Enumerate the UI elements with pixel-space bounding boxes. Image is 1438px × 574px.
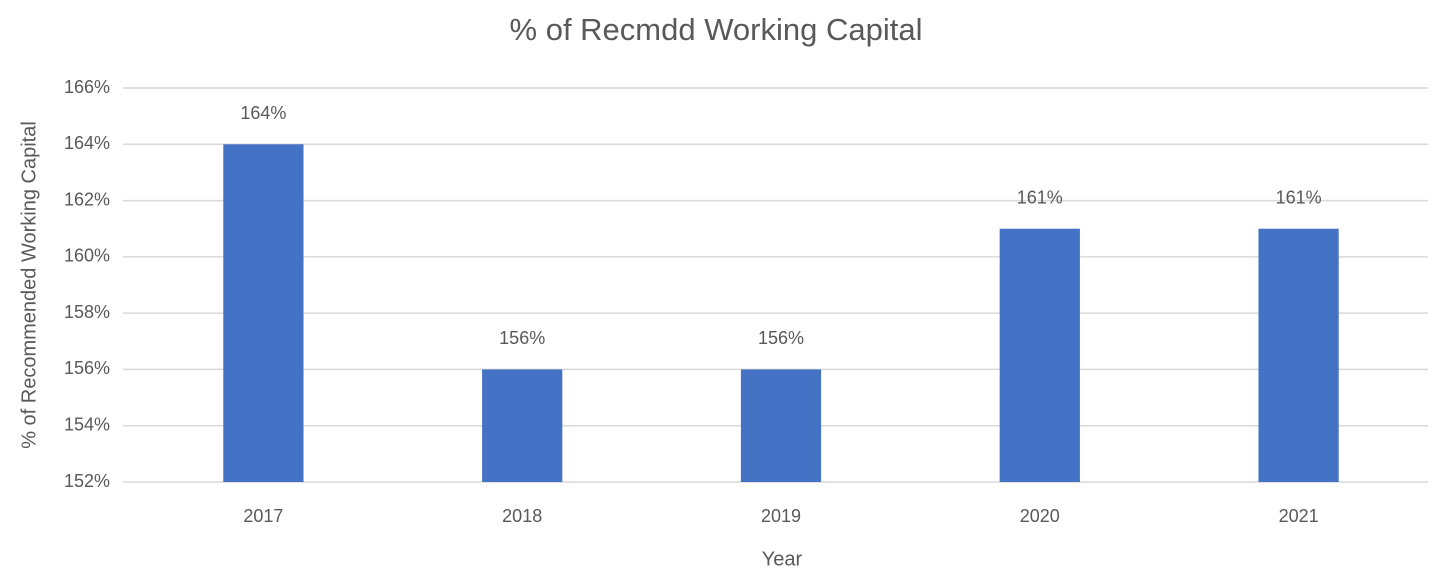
y-tick-label: 162%: [64, 189, 110, 209]
y-tick-label: 156%: [64, 358, 110, 378]
x-tick-label: 2018: [502, 506, 542, 526]
data-label: 156%: [499, 328, 545, 348]
data-label: 161%: [1276, 187, 1322, 207]
bar: [1258, 228, 1339, 482]
y-tick-label: 154%: [64, 414, 110, 434]
x-tick-label: 2017: [243, 506, 283, 526]
bar: [223, 144, 304, 483]
x-axis-label: Year: [762, 548, 803, 570]
bar: [482, 369, 563, 482]
data-label: 164%: [240, 103, 286, 123]
bar: [999, 228, 1080, 482]
y-tick-label: 158%: [64, 302, 110, 322]
chart-title: % of Recmdd Working Capital: [510, 12, 923, 47]
y-axis-label: % of Recommended Working Capital: [18, 121, 40, 449]
x-tick-label: 2019: [761, 506, 801, 526]
y-tick-label: 152%: [64, 471, 110, 491]
data-label: 156%: [758, 328, 804, 348]
bar: [740, 369, 822, 482]
y-tick-label: 164%: [64, 133, 110, 153]
y-tick-label: 160%: [64, 246, 110, 266]
data-label: 161%: [1017, 187, 1063, 207]
x-tick-label: 2021: [1279, 506, 1319, 526]
x-tick-label: 2020: [1020, 506, 1060, 526]
y-tick-label: 166%: [64, 77, 110, 97]
